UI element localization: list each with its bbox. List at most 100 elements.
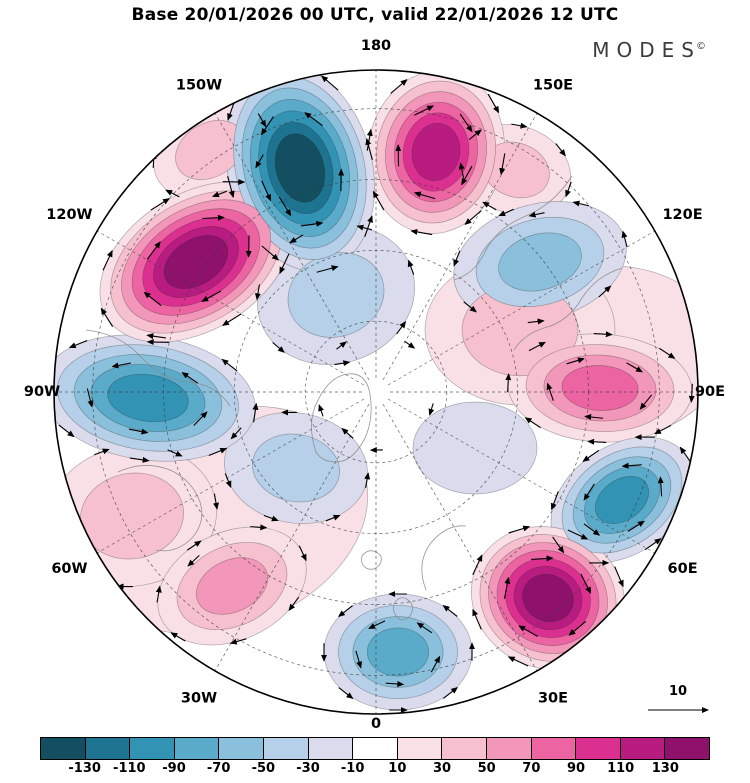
wind-arrow (583, 523, 601, 536)
wind-arrow (181, 372, 199, 384)
wind-arrow (565, 662, 588, 671)
wind-arrow (507, 656, 529, 667)
wind-arrow (555, 143, 566, 157)
wind-arrow (430, 655, 441, 673)
longitude-label: 60E (668, 561, 698, 577)
wind-arrow (453, 250, 461, 267)
wind-arrow (227, 176, 235, 199)
modes-logo-copyright: © (696, 41, 706, 52)
wind-arrow (527, 318, 545, 325)
wind-arrow (572, 200, 590, 207)
wind-arrow (498, 208, 514, 217)
longitude-label: 30W (181, 691, 217, 707)
wind-arrow (94, 448, 110, 456)
wind-arrow (372, 190, 385, 211)
longitude-label: 120W (46, 207, 92, 223)
colorbar-segment (485, 738, 531, 759)
wind-arrow (582, 449, 600, 462)
wind-arrow (143, 291, 162, 307)
wind-arrow (568, 621, 587, 636)
coastlines (85, 175, 623, 621)
wind-arrow (390, 79, 408, 94)
wind-arrow (511, 122, 528, 129)
wind-arrow (202, 214, 225, 221)
reference-arrow-label: 10 (669, 684, 687, 699)
coastline-path-north-america-2 (117, 465, 203, 552)
colorbar-tick-label: -90 (162, 761, 186, 776)
wind-arrow (58, 424, 75, 438)
wind-arrow (567, 529, 589, 540)
wind-arrow (528, 341, 546, 352)
wind-arrow (614, 566, 624, 588)
colorbar-tick-label: 70 (522, 761, 541, 776)
wind-arrow (111, 362, 132, 369)
longitude-labels: 180 150W 150E 120W 120E 90W 90E 60W 60E 30W 30E 0 (24, 38, 725, 732)
colorbar-segment (441, 738, 486, 759)
wind-arrow (336, 341, 347, 350)
wind-arrow (459, 113, 473, 133)
wind-arrow (128, 428, 149, 435)
anomaly-contour-band (522, 573, 574, 623)
coastline-path-north-america-1 (85, 329, 231, 407)
wind-arrow (260, 116, 274, 136)
wind-arrow (404, 340, 416, 349)
wind-arrow (528, 211, 545, 218)
wind-arrow (550, 491, 559, 511)
colorbar-segment (352, 738, 397, 759)
wind-arrow (289, 234, 304, 244)
wind-arrow (461, 165, 473, 186)
wind-arrow (416, 622, 433, 634)
coastline-path-greenland (311, 373, 372, 463)
wind-arrow (213, 493, 219, 510)
colorbar-tick-label: -70 (206, 761, 231, 776)
latitude-circle (92, 108, 660, 676)
wind-arrow (463, 301, 477, 313)
wind-arrow (208, 447, 228, 457)
colorbar-tick-label: 50 (477, 761, 496, 776)
longitude-label: 90W (24, 384, 60, 400)
wind-arrow (338, 687, 354, 700)
colorbar-tick-label: -50 (251, 761, 276, 776)
colorbar-segment (173, 738, 219, 759)
wind-arrow (472, 554, 483, 575)
colorbar-tick-label: 90 (566, 761, 586, 776)
anomaly-contour-band (274, 133, 326, 203)
wind-arrow (364, 472, 371, 488)
reference-arrow: 10 (648, 684, 709, 713)
colorbar-segment (129, 738, 174, 759)
coastline-path-siberia-1 (453, 175, 573, 281)
coastline-path-iceland (361, 550, 382, 570)
anomaly-contour-band (594, 475, 650, 525)
wind-arrow (627, 520, 645, 532)
wind-arrow (334, 360, 351, 367)
longitude-label: 120E (662, 207, 702, 223)
wind-arrow (364, 215, 373, 237)
chart-title: Base 20/01/2026 00 UTC, valid 22/01/2026… (131, 5, 619, 25)
wind-arrow (129, 456, 150, 463)
wind-arrow (272, 342, 285, 353)
wind-arrow (230, 427, 242, 440)
wind-arrow (150, 198, 170, 211)
wind-arrow (410, 229, 433, 236)
wind-arrow (167, 449, 183, 457)
wind-arrow (221, 358, 238, 372)
wind-arrow (654, 424, 672, 435)
wind-arrow (318, 404, 324, 417)
colorbar-tick-label: 30 (432, 761, 452, 776)
longitude-label: 30E (538, 691, 568, 707)
wind-arrow (211, 190, 228, 198)
wind-arrow (254, 284, 261, 301)
anomaly-contour-band (195, 557, 269, 615)
wind-arrow (68, 339, 88, 349)
anomaly-contour-band (561, 365, 639, 411)
wind-arrow (552, 536, 565, 554)
wind-arrow (54, 491, 55, 507)
longitude-label: 0 (371, 716, 381, 732)
anomaly-contour-band (412, 401, 538, 495)
wind-arrow (613, 621, 624, 642)
wind-arrow (679, 446, 692, 464)
wind-arrow (385, 680, 405, 687)
longitude-label: 150E (533, 77, 573, 93)
wind-arrow (598, 285, 612, 298)
